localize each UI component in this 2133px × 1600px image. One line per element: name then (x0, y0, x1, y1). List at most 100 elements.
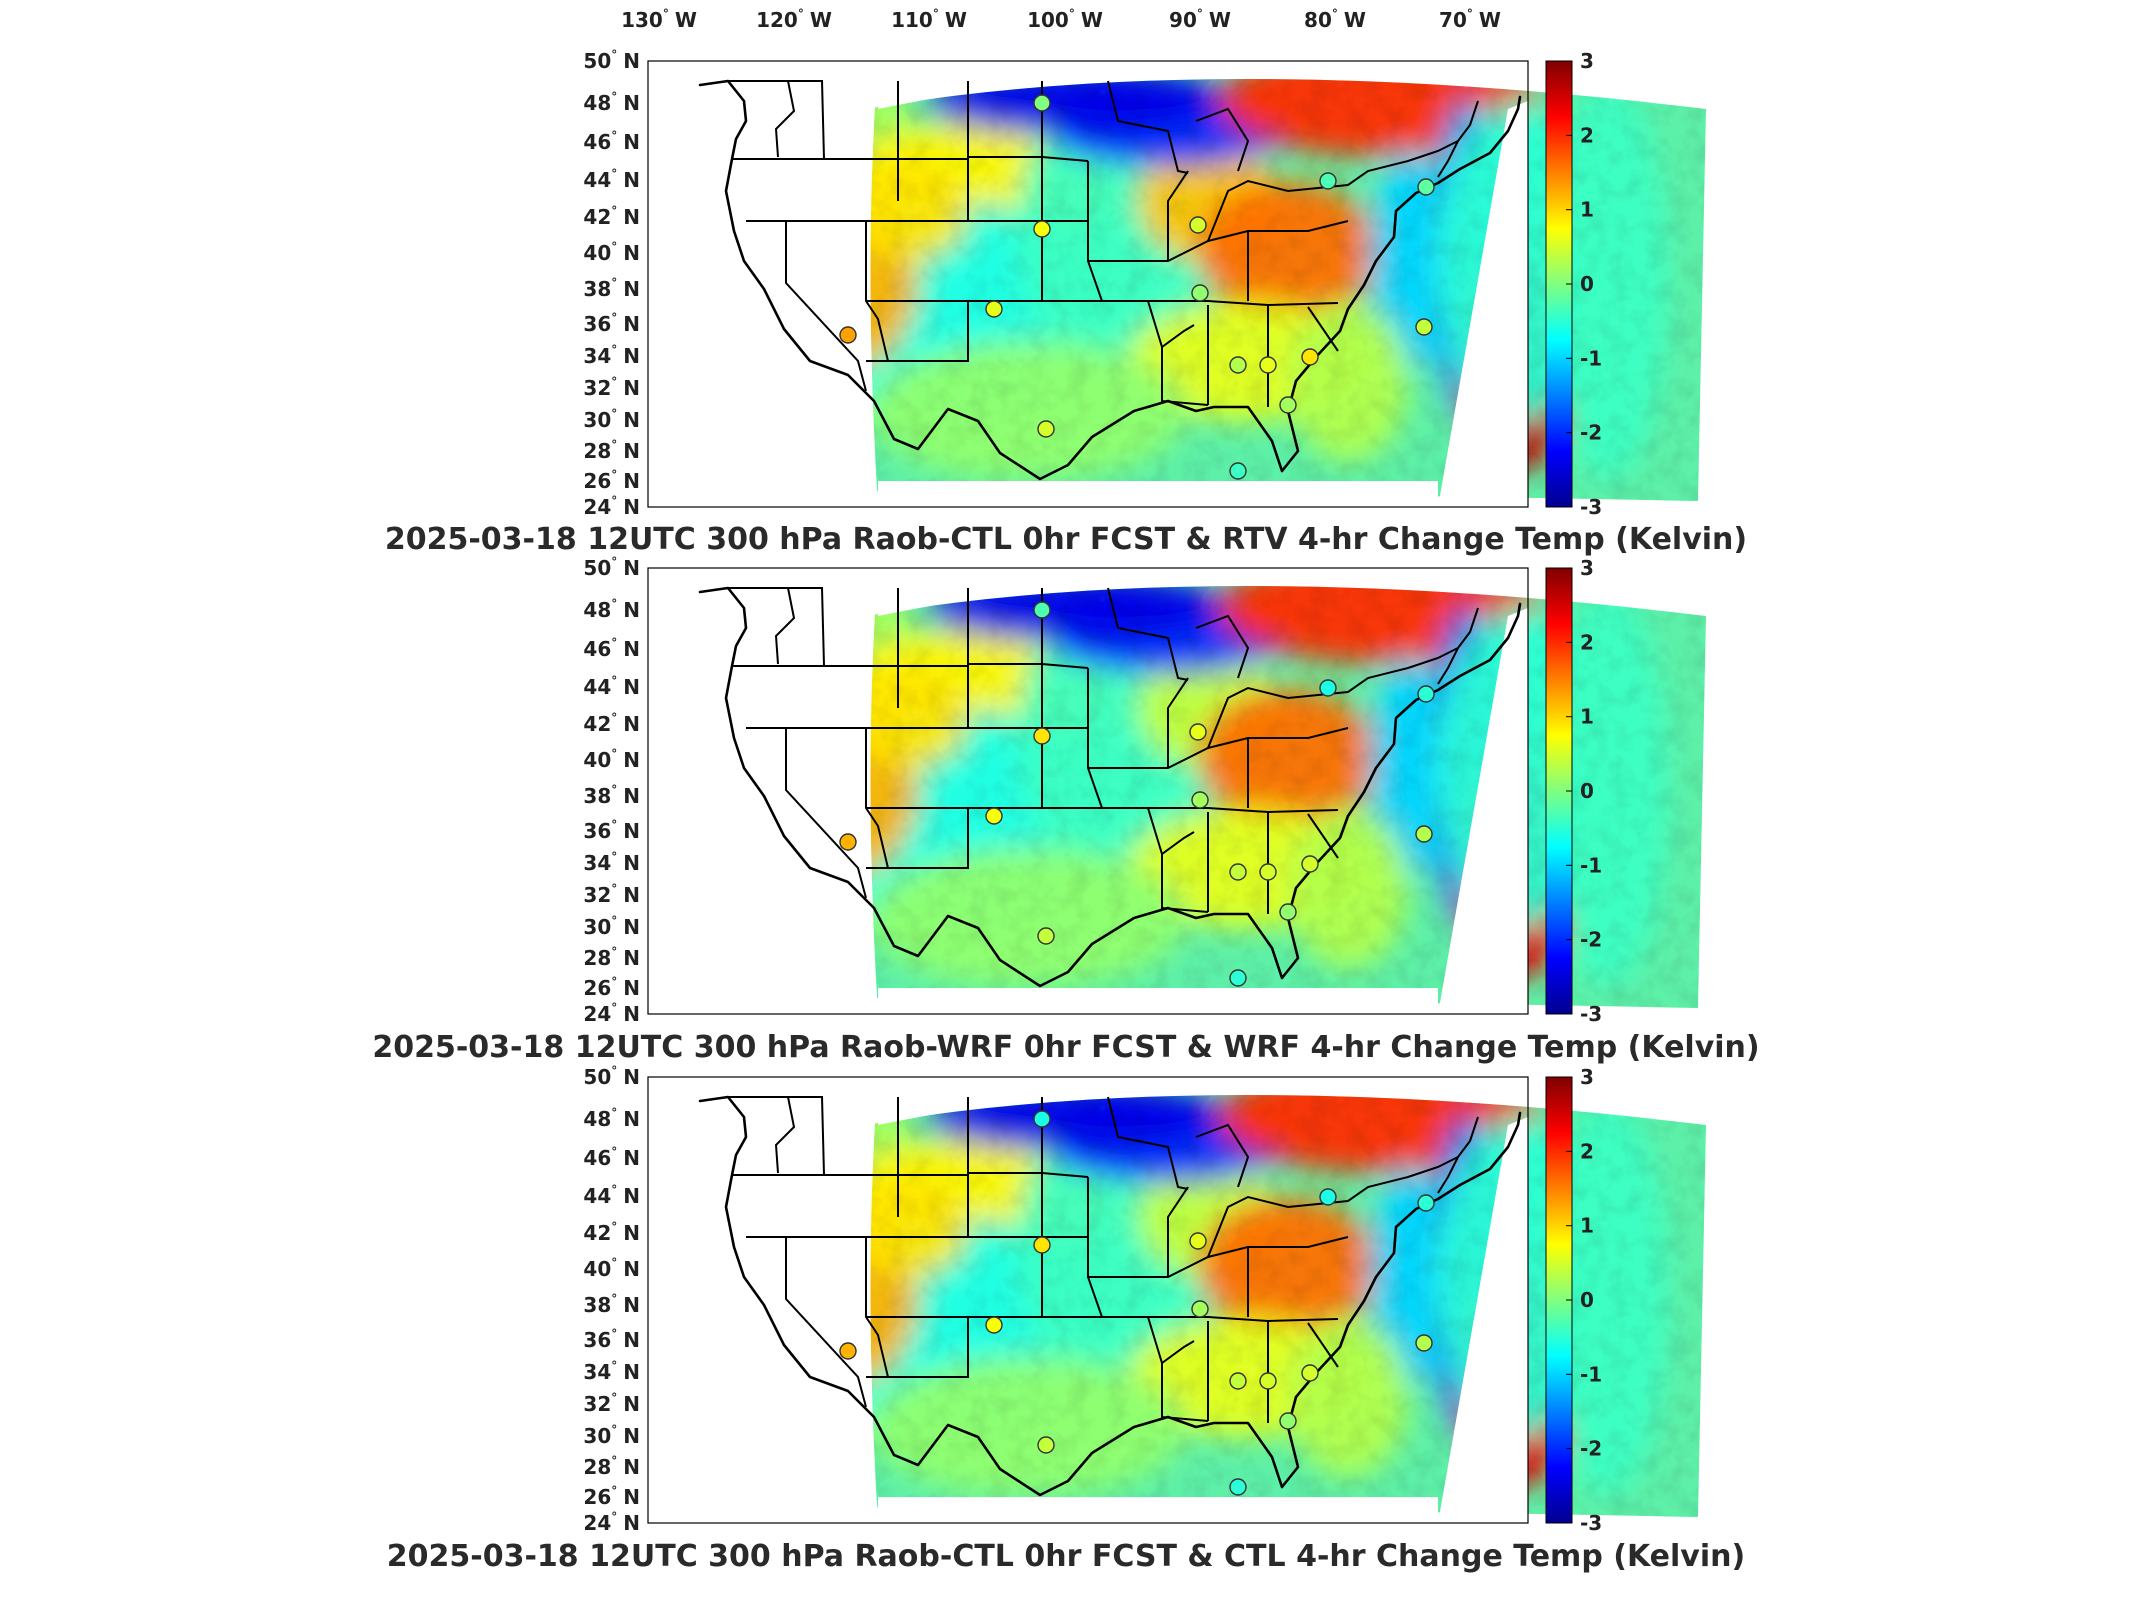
lat-tick-label: 48° N (583, 597, 640, 622)
latitude-labels: 50° N 48° N 46° N 44° N 42° N 40° N 38° N 36° N 34° N 32° N… (583, 48, 640, 519)
map-panel-wrf (647, 567, 1706, 1015)
colorbar-tick-label: 3 (1580, 1065, 1594, 1089)
colorbar: 3 2 1 0 -1 -2 -3 (1545, 1065, 1602, 1535)
lat-tick-label: 50° N (583, 555, 640, 580)
raob-station-marker (1189, 723, 1207, 741)
lat-tick-label: 48° N (583, 90, 640, 115)
lat-tick-label: 26° N (583, 1484, 640, 1509)
lat-tick-label: 34° N (583, 343, 640, 368)
lat-tick-label: 36° N (583, 1327, 640, 1352)
lat-tick-label: 44° N (583, 1183, 640, 1208)
raob-station-marker (1191, 284, 1209, 302)
lat-tick-label: 40° N (583, 240, 640, 265)
map-frame (647, 567, 1529, 1015)
lon-tick-label: 120° W (756, 7, 832, 32)
colorbar: 3 2 1 0 -1 -2 -3 (1545, 556, 1602, 1026)
colorbar-tick-label: 0 (1580, 779, 1594, 803)
raob-station-marker (1033, 94, 1051, 112)
raob-station-marker (985, 1316, 1003, 1334)
colorbar-tick-label: -2 (1580, 1437, 1602, 1461)
raob-stations (839, 94, 1435, 480)
raob-station-marker (1415, 318, 1433, 336)
panel-title: 2025-03-18 12UTC 300 hPa Raob-WRF 0hr FC… (372, 1030, 1759, 1065)
raob-station-marker (1259, 356, 1277, 374)
lat-tick-label: 44° N (583, 674, 640, 699)
raob-station-marker (1319, 679, 1337, 697)
lat-tick-label: 32° N (583, 1391, 640, 1416)
panel-title: 2025-03-18 12UTC 300 hPa Raob-CTL 0hr FC… (385, 522, 1747, 557)
raob-station-marker (1415, 825, 1433, 843)
lon-tick-label: 110° W (891, 7, 967, 32)
raob-station-marker (1033, 1236, 1051, 1254)
colorbar-tick-label: -2 (1580, 421, 1602, 445)
colorbar-tick-label: -1 (1580, 1362, 1602, 1386)
lat-tick-label: 26° N (583, 468, 640, 493)
raob-station-marker (1417, 1194, 1435, 1212)
lat-tick-label: 50° N (583, 1064, 640, 1089)
raob-station-marker (839, 326, 857, 344)
panel-title: 2025-03-18 12UTC 300 hPa Raob-CTL 0hr FC… (387, 1539, 1745, 1574)
raob-station-marker (1417, 685, 1435, 703)
raob-station-marker (1033, 727, 1051, 745)
lon-tick-label: 100° W (1027, 7, 1103, 32)
raob-station-marker (1319, 1188, 1337, 1206)
raob-station-marker (1259, 1372, 1277, 1390)
colorbar-tick-label: 2 (1580, 1139, 1594, 1163)
lat-tick-label: 34° N (583, 850, 640, 875)
raob-station-marker (985, 807, 1003, 825)
colorbar-tick-label: -1 (1580, 346, 1602, 370)
map-frame (647, 1076, 1529, 1524)
lat-tick-label: 42° N (583, 204, 640, 229)
colorbar-tick-label: -3 (1580, 1511, 1602, 1535)
raob-station-marker (1229, 969, 1247, 987)
colorbar-tick-label: 0 (1580, 1288, 1594, 1312)
lat-tick-label: 24° N (583, 494, 640, 519)
raob-station-marker (1417, 178, 1435, 196)
raob-station-marker (1033, 601, 1051, 619)
lat-tick-label: 24° N (583, 1001, 640, 1026)
lat-tick-label: 44° N (583, 167, 640, 192)
colorbar: 3 2 1 0 -1 -2 -3 (1545, 49, 1602, 519)
raob-station-marker (1415, 1334, 1433, 1352)
lon-tick-label: 70° W (1439, 7, 1501, 32)
raob-station-marker (1279, 396, 1297, 414)
lat-tick-label: 30° N (583, 914, 640, 939)
colorbar-tick-label: 3 (1580, 556, 1594, 580)
colorbar-tick-label: 1 (1580, 1214, 1594, 1238)
lat-tick-label: 28° N (583, 945, 640, 970)
raob-station-marker (1033, 1110, 1051, 1128)
colorbar-tick-label: -2 (1580, 928, 1602, 952)
colorbar-tick-label: 1 (1580, 198, 1594, 222)
raob-station-marker (1229, 1478, 1247, 1496)
lat-tick-label: 36° N (583, 311, 640, 336)
lon-tick-label: 80° W (1304, 7, 1366, 32)
lat-tick-label: 38° N (583, 783, 640, 808)
lat-tick-label: 38° N (583, 1292, 640, 1317)
lat-tick-label: 34° N (583, 1359, 640, 1384)
colorbar-tick-label: 1 (1580, 705, 1594, 729)
raob-station-marker (1229, 863, 1247, 881)
raob-station-marker (1191, 1300, 1209, 1318)
raob-station-marker (1301, 1364, 1319, 1382)
lat-tick-label: 46° N (583, 636, 640, 661)
lat-tick-label: 30° N (583, 1423, 640, 1448)
raob-station-marker (1189, 1232, 1207, 1250)
lat-tick-label: 26° N (583, 975, 640, 1000)
latitude-labels: 50° N 48° N 46° N 44° N 42° N 40° N 38° N 36° N 34° N 32° N… (583, 555, 640, 1026)
colorbar-tick-label: -1 (1580, 853, 1602, 877)
raob-station-marker (1301, 348, 1319, 366)
raob-station-marker (1037, 1436, 1055, 1454)
lat-tick-label: 32° N (583, 375, 640, 400)
lat-tick-label: 32° N (583, 882, 640, 907)
raob-station-marker (1037, 420, 1055, 438)
colorbar-tick-label: 2 (1580, 123, 1594, 147)
raob-stations (839, 601, 1435, 987)
lat-tick-label: 42° N (583, 711, 640, 736)
political-boundaries (698, 79, 1522, 481)
raob-station-marker (1279, 1412, 1297, 1430)
raob-station-marker (1229, 462, 1247, 480)
colorbar-tick-label: 0 (1580, 272, 1594, 296)
lat-tick-label: 40° N (583, 1256, 640, 1281)
lat-tick-label: 46° N (583, 1145, 640, 1170)
